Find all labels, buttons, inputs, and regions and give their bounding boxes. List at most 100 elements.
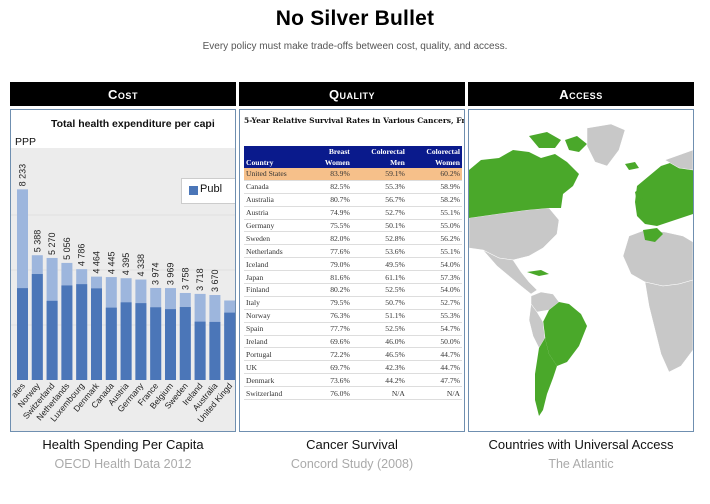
spending-chart-image: Total health expenditure per capi PPP Pu… bbox=[10, 109, 236, 432]
access-header: Access bbox=[468, 82, 694, 106]
table-value-cell: 55.0% bbox=[406, 219, 462, 233]
bar-value-label: 3 974 bbox=[151, 262, 161, 285]
table-row: Sweden 82.0% 52.8% 56.2% bbox=[244, 231, 462, 246]
quality-header: Quality bbox=[239, 82, 465, 106]
table-row: Finland 80.2% 52.5% 54.0% bbox=[244, 283, 462, 297]
table-value-cell: 50.1% bbox=[351, 219, 407, 233]
bar-value-label: 3 670 bbox=[210, 269, 220, 292]
table-value-cell: 54.7% bbox=[406, 322, 462, 336]
bar-public bbox=[76, 284, 88, 380]
table-country-cell: Italy bbox=[244, 296, 310, 310]
bar-public bbox=[120, 302, 132, 380]
map-region-greenland bbox=[586, 123, 626, 167]
table-row: Norway 76.3% 51.1% 55.3% bbox=[244, 309, 462, 323]
bar-value-label: 4 395 bbox=[121, 253, 131, 276]
table-value-cell: 50.7% bbox=[351, 296, 407, 310]
table-country-cell: Australia bbox=[244, 193, 310, 207]
table-head-row-2: Country Women Men Women bbox=[244, 157, 462, 168]
table-value-cell: N/A bbox=[406, 386, 462, 401]
bar-public bbox=[17, 288, 28, 380]
table-value-cell: 73.6% bbox=[309, 373, 352, 388]
table-value-cell: 80.7% bbox=[309, 193, 352, 207]
table-value-cell: 69.7% bbox=[309, 360, 352, 375]
table-value-cell: 44.7% bbox=[406, 347, 462, 362]
bar-value-label: 3 969 bbox=[166, 263, 176, 286]
table-row: Italy 79.5% 50.7% 52.7% bbox=[244, 296, 462, 310]
table-head-cell: Country bbox=[244, 157, 310, 168]
table-country-cell: UK bbox=[244, 360, 310, 375]
table-value-cell: 58.2% bbox=[406, 193, 462, 207]
cost-header: Cost bbox=[10, 82, 236, 106]
table-value-cell: 82.0% bbox=[309, 231, 352, 246]
chart-header: Total health expenditure per capi PPP bbox=[11, 110, 235, 148]
bar-value-label: 5 270 bbox=[47, 232, 57, 255]
bar-public bbox=[179, 307, 191, 380]
map-region-canada bbox=[469, 150, 579, 218]
table-value-cell: 54.0% bbox=[406, 283, 462, 297]
table-value-cell: 79.0% bbox=[309, 257, 352, 272]
quality-source: Concord Study (2008) bbox=[290, 457, 414, 471]
table-row: Austria 74.9% 52.7% 55.1% bbox=[244, 206, 462, 220]
table-country-cell: Iceland bbox=[244, 257, 310, 272]
bar-public bbox=[135, 303, 147, 380]
table-value-cell: 76.3% bbox=[309, 309, 352, 323]
table-row: Japan 81.6% 61.1% 57.3% bbox=[244, 270, 462, 285]
legend-swatch bbox=[189, 186, 198, 195]
table-head-cell: Colorectal bbox=[406, 146, 462, 157]
legend-label: Publ bbox=[200, 183, 223, 195]
table-row: Denmark 73.6% 44.2% 47.7% bbox=[244, 373, 462, 388]
table-value-cell: 52.5% bbox=[351, 283, 407, 297]
map-region-iceland bbox=[625, 162, 639, 170]
table-head-cell: Colorectal bbox=[351, 146, 407, 157]
table-value-cell: 52.5% bbox=[351, 322, 407, 336]
table-row: United States 83.9% 59.1% 60.2% bbox=[244, 168, 462, 181]
access-source: The Atlantic bbox=[548, 457, 614, 471]
table-title: 5-Year Relative Survival Rates in Variou… bbox=[244, 116, 465, 125]
table-value-cell: 53.6% bbox=[351, 244, 407, 259]
table-row: Germany 75.5% 50.1% 55.0% bbox=[244, 219, 462, 233]
table-row: Ireland 69.6% 46.0% 50.0% bbox=[244, 335, 462, 349]
table-value-cell: 51.1% bbox=[351, 309, 407, 323]
bar-value-label: 5 388 bbox=[32, 230, 42, 253]
table-value-cell: 52.8% bbox=[351, 231, 407, 246]
bar-public bbox=[209, 321, 221, 380]
cost-source: OECD Health Data 2012 bbox=[54, 457, 192, 471]
table-country-cell: Denmark bbox=[244, 373, 310, 388]
table-value-cell: 55.3% bbox=[406, 309, 462, 323]
map-region-algeria-tunisia bbox=[643, 228, 663, 242]
table-country-cell: Austria bbox=[244, 206, 310, 220]
table-value-cell: 69.6% bbox=[309, 335, 352, 349]
chart-title: Total health expenditure per capi bbox=[51, 118, 215, 130]
table-head-cell: Women bbox=[309, 157, 352, 168]
table-head-cell: Women bbox=[406, 157, 462, 168]
table-value-cell: 75.5% bbox=[309, 219, 352, 233]
table-value-cell: 42.3% bbox=[351, 360, 407, 375]
table-row: UK 69.7% 42.3% 44.7% bbox=[244, 360, 462, 375]
cost-caption: Health Spending Per Capita bbox=[42, 437, 204, 452]
world-map bbox=[469, 110, 693, 431]
table-value-cell: 58.9% bbox=[406, 180, 462, 194]
bar-public bbox=[31, 274, 43, 380]
table-value-cell: 59.1% bbox=[351, 168, 407, 181]
bar-public bbox=[224, 312, 235, 380]
table-value-cell: N/A bbox=[351, 386, 407, 401]
bar-public bbox=[105, 307, 117, 380]
table-value-cell: 77.7% bbox=[309, 322, 352, 336]
table-country-cell: Netherlands bbox=[244, 244, 310, 259]
map-region-russia bbox=[664, 149, 693, 171]
table-value-cell: 74.9% bbox=[309, 206, 352, 220]
table-value-cell: 82.5% bbox=[309, 180, 352, 194]
bar-value-label: 4 464 bbox=[92, 251, 102, 274]
table-value-cell: 52.7% bbox=[406, 296, 462, 310]
table-value-cell: 44.7% bbox=[406, 360, 462, 375]
table-country-cell: Finland bbox=[244, 283, 310, 297]
table-value-cell: 77.6% bbox=[309, 244, 352, 259]
access-map-image bbox=[468, 109, 694, 432]
table-value-cell: 72.2% bbox=[309, 347, 352, 362]
quality-caption: Cancer Survival bbox=[306, 437, 398, 452]
map-region-canadian-arctic bbox=[529, 132, 587, 152]
table-row: Switzerland 76.0% N/A N/A bbox=[244, 386, 462, 401]
table-row: Portugal 72.2% 46.5% 44.7% bbox=[244, 347, 462, 362]
table-value-cell: 55.1% bbox=[406, 206, 462, 220]
